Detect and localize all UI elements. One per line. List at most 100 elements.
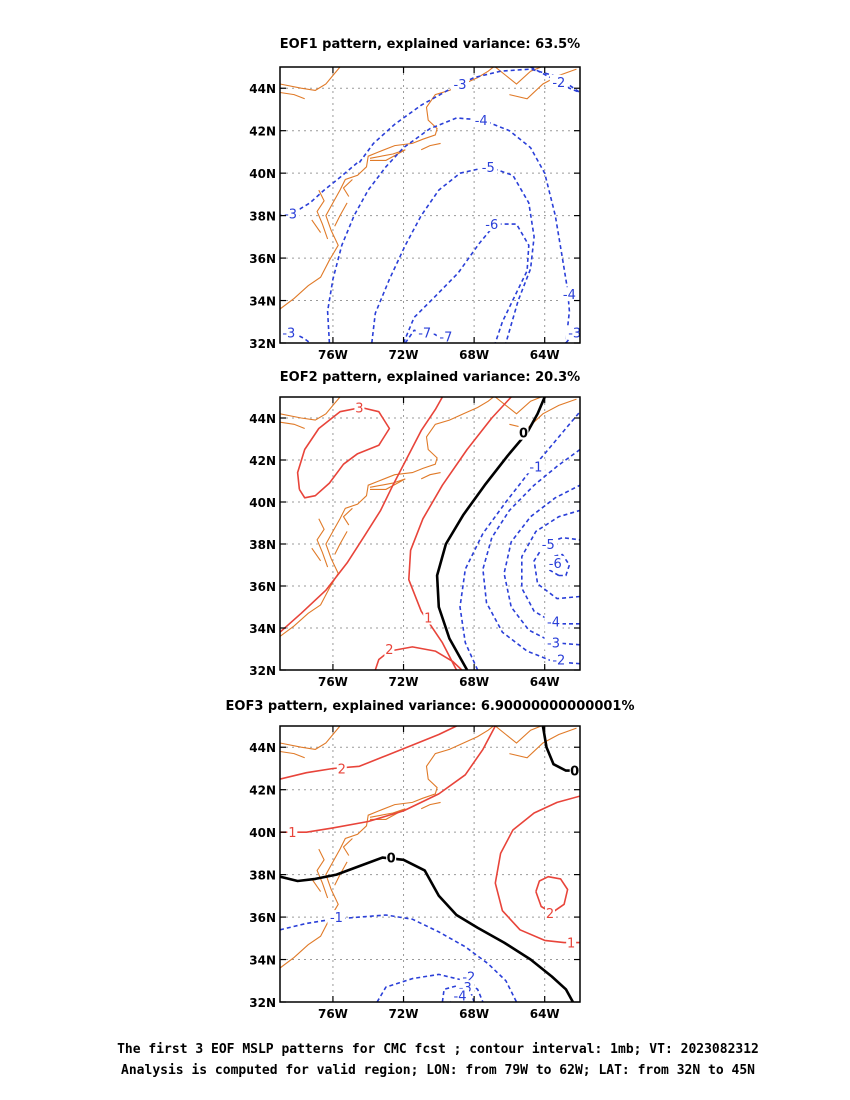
- x-tick-label: 64W: [530, 1007, 560, 1021]
- coastline: [369, 478, 406, 490]
- coastline: [369, 149, 406, 161]
- caption-line-1: The first 3 EOF MSLP patterns for CMC fc…: [117, 1042, 759, 1057]
- contour-line: [280, 726, 497, 833]
- plot-frame: [279, 396, 581, 671]
- contour-line: [280, 726, 457, 780]
- contour-line: [296, 406, 391, 499]
- contour-line: [326, 117, 571, 343]
- coastline: [494, 726, 542, 744]
- contour-label-bg: [482, 217, 501, 232]
- y-tick-label: 36N: [249, 911, 276, 925]
- coastline: [280, 421, 305, 430]
- contour-label-bg: [459, 969, 478, 984]
- x-tick-label: 76W: [318, 675, 348, 689]
- y-tick-label: 32N: [249, 337, 276, 351]
- y-tick-label: 40N: [249, 826, 276, 840]
- coastline: [280, 67, 341, 91]
- contour-label: -5: [542, 538, 555, 553]
- y-tick-label: 40N: [249, 167, 276, 181]
- contour-label: 2: [546, 907, 554, 922]
- contour-label: 0: [387, 852, 396, 867]
- coastline: [280, 750, 305, 759]
- contour-label-bg: [472, 113, 491, 128]
- contour-label: -7: [439, 331, 452, 346]
- contour-label: -4: [454, 990, 467, 1005]
- contour-label-bg: [384, 642, 395, 656]
- contour-label: -4: [547, 616, 560, 631]
- contour-label-bg: [415, 325, 434, 340]
- contour-line: [358, 68, 580, 163]
- y-tick-label: 32N: [249, 664, 276, 678]
- y-tick-label: 42N: [249, 125, 276, 139]
- y-tick-label: 44N: [249, 412, 276, 426]
- coastline: [334, 202, 348, 227]
- contour-label-bg: [518, 425, 529, 440]
- contour-line: [402, 223, 530, 343]
- panel-title: EOF3 pattern, explained variance: 6.9000…: [226, 699, 635, 714]
- contour-line: [533, 536, 580, 600]
- y-tick-label: 42N: [249, 784, 276, 798]
- coastline: [316, 518, 329, 568]
- contour-label-bg: [544, 614, 563, 629]
- plot-frame: [279, 725, 581, 1003]
- contour-label-bg: [436, 329, 455, 343]
- contour-label-bg: [526, 459, 545, 474]
- contour-label: -2: [552, 76, 565, 91]
- contour-line: [280, 856, 575, 1002]
- coastline: [509, 68, 577, 100]
- contour-label-bg: [479, 159, 498, 174]
- contour-label: 2: [338, 762, 346, 777]
- coastline: [342, 838, 353, 856]
- x-tick-label: 64W: [530, 675, 560, 689]
- y-tick-label: 38N: [249, 210, 276, 224]
- plot-area: 3 2 1 0 -1 -2 -3 -4 -5 -6: [280, 397, 580, 670]
- contour-line: [435, 397, 546, 670]
- coastline: [369, 808, 406, 820]
- contour-label-bg: [336, 761, 347, 776]
- contour-label-bg: [287, 825, 298, 840]
- coastline: [494, 397, 542, 415]
- contour-label: 1: [567, 937, 575, 952]
- coastline: [280, 397, 341, 421]
- x-tick-label: 68W: [459, 1007, 489, 1021]
- contour-line: [408, 397, 512, 670]
- contour-label-bg: [451, 76, 469, 91]
- contour-label-bg: [565, 325, 580, 340]
- x-tick-label: 68W: [459, 675, 489, 689]
- contour-label: -1: [529, 460, 542, 475]
- plot-area: -2 -3 -3 -3 -3 -4 -4 -5 -6 -7 -7: [280, 67, 580, 346]
- coastline: [334, 531, 348, 555]
- coastline: [509, 727, 577, 759]
- y-tick-label: 34N: [249, 954, 276, 968]
- eof-panel-3: EOF3 pattern, explained variance: 6.9000…: [226, 699, 635, 1021]
- x-tick-label: 68W: [459, 348, 489, 362]
- panel-title: EOF2 pattern, explained variance: 20.3%: [280, 370, 580, 385]
- eof-panels: EOF1 pattern, explained variance: 63.5% -…: [226, 37, 635, 1021]
- contour-label-bg: [545, 905, 555, 920]
- eof-panel-1: EOF1 pattern, explained variance: 63.5% -…: [249, 37, 581, 362]
- caption-line-2: Analysis is computed for valid region; L…: [121, 1063, 755, 1078]
- contour-line: [280, 331, 311, 343]
- contour-label: -3: [454, 78, 467, 93]
- coastline: [280, 726, 341, 750]
- contour-label: 0: [570, 765, 579, 780]
- x-tick-label: 76W: [318, 348, 348, 362]
- x-tick-label: 76W: [318, 1007, 348, 1021]
- contour-label-bg: [280, 325, 298, 340]
- coastline: [342, 179, 353, 197]
- contour-line: [547, 553, 571, 577]
- coastline: [420, 142, 441, 151]
- coastline: [280, 726, 494, 969]
- contour-label: -6: [485, 218, 498, 233]
- coastline: [311, 547, 322, 562]
- contour-label-bg: [569, 763, 580, 778]
- plot-frame: [279, 66, 581, 344]
- contour-label-bg: [281, 206, 300, 221]
- contour-label-bg: [451, 988, 469, 1002]
- y-tick-label: 38N: [249, 538, 276, 552]
- contour-label: 1: [288, 826, 296, 841]
- x-tick-label: 72W: [389, 1007, 419, 1021]
- contour-label: -4: [563, 288, 576, 303]
- contour-line: [459, 411, 580, 670]
- x-tick-label: 72W: [389, 675, 419, 689]
